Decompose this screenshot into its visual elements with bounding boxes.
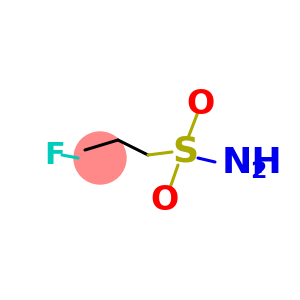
Text: S: S [172, 135, 198, 169]
Text: O: O [186, 88, 214, 122]
Text: F: F [45, 140, 65, 169]
Text: 2: 2 [250, 160, 266, 182]
Circle shape [74, 132, 126, 184]
Text: O: O [151, 184, 179, 217]
Text: NH: NH [222, 146, 283, 180]
